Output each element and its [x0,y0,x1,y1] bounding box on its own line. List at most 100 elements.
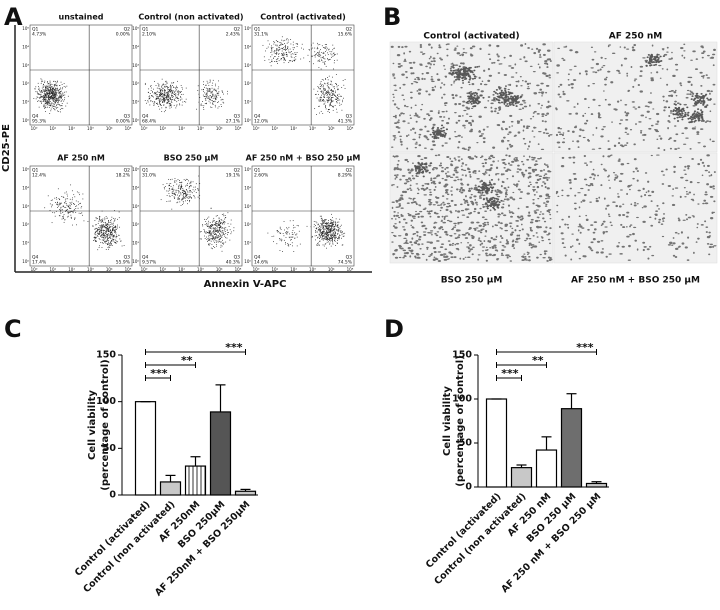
dot [319,56,320,57]
dot [275,56,276,57]
dot [220,231,221,232]
dot [221,222,222,223]
cell [501,90,503,92]
dot [204,219,205,220]
dot [95,238,96,239]
dot [59,89,60,90]
dot [77,191,78,192]
cell [395,218,397,220]
dot [183,194,184,195]
x-tick-label: 10² [178,267,185,272]
dot [51,93,52,94]
dot [317,48,318,49]
cell [649,60,651,62]
cell [488,96,491,98]
cell [692,113,694,115]
cell [509,104,511,106]
cell [497,160,499,161]
dot [297,246,298,247]
cell [698,120,700,122]
cell [651,79,654,81]
cell [640,131,642,133]
dot [222,243,223,244]
quadrant-value: 0.00% [116,119,131,125]
cell [443,94,446,96]
dot [319,88,320,89]
cell [697,108,699,110]
dot [325,243,326,244]
dot [150,93,151,94]
dot [321,229,322,230]
dot [327,242,328,243]
cell [494,110,496,112]
cell [422,73,424,75]
dot [195,187,196,188]
x-tick-label: 10⁰ [253,126,260,131]
cell [600,57,602,59]
dot [332,49,333,50]
dot [100,227,101,228]
dot [331,246,332,247]
cell [461,189,465,191]
dot [319,106,320,107]
cell [569,69,572,70]
dot [169,94,170,95]
dot [317,98,318,99]
dot [108,247,109,248]
dot [176,87,177,88]
cell [463,68,465,70]
cell [498,86,500,88]
dot [214,89,215,90]
dot [69,212,70,213]
cell [495,247,497,249]
dot [61,96,62,97]
dot [229,240,230,241]
cell [591,47,593,48]
cell [544,175,546,176]
dot [152,92,153,93]
cell [500,93,502,95]
dot [164,100,165,101]
dot [220,242,221,243]
cell [457,77,459,79]
dot [334,229,335,230]
dot [55,96,56,97]
cell [455,94,458,96]
dot [339,94,340,95]
dot [211,234,212,235]
dot [187,196,188,197]
cell [694,98,696,100]
dot [173,93,174,94]
dot [319,234,320,235]
dot [158,97,159,98]
dot [333,234,334,235]
cell [441,82,443,83]
dot [323,231,324,232]
dot [224,236,225,237]
dot [46,103,47,104]
dot [45,99,46,100]
dot [325,238,326,239]
dot [173,96,174,97]
dot [160,98,161,99]
dot [148,88,149,89]
dot [58,91,59,92]
dot [322,228,323,229]
dot [287,243,288,244]
cell [687,112,689,114]
cell [515,72,517,73]
dot [182,192,183,193]
dot [215,233,216,234]
cell [491,62,493,64]
dot [321,97,322,98]
quadrant-value: 9.57% [142,260,157,266]
dot [210,95,211,96]
dot [203,109,204,110]
dot [180,188,181,189]
cell [660,78,662,79]
dot [341,96,342,97]
dot [280,250,281,251]
dot [343,98,344,99]
dot [283,57,284,58]
dot [213,221,214,222]
